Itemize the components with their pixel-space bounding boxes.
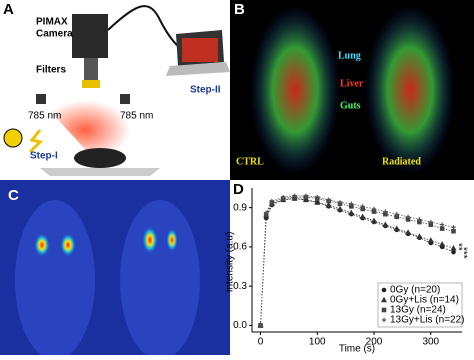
point bbox=[370, 217, 378, 224]
panel-letter: D bbox=[233, 181, 244, 198]
laser bbox=[36, 94, 46, 104]
legend-marker bbox=[381, 317, 387, 323]
point bbox=[263, 210, 269, 216]
label: Step-I bbox=[30, 151, 58, 162]
y-tick-label: 0.6 bbox=[233, 242, 247, 253]
label: 785 nm bbox=[28, 111, 61, 122]
mouse-image bbox=[250, 5, 340, 175]
point bbox=[394, 211, 399, 217]
label: Guts bbox=[340, 100, 361, 111]
label: Step-II bbox=[190, 85, 221, 96]
legend-label: 0Gy (n=20) bbox=[390, 285, 440, 296]
hotspot bbox=[34, 233, 50, 257]
point bbox=[348, 209, 355, 216]
point bbox=[371, 206, 377, 212]
mouse-image bbox=[120, 200, 200, 360]
laser bbox=[120, 94, 130, 104]
mouse-image bbox=[15, 200, 95, 360]
radiation-icon bbox=[3, 128, 23, 148]
label: Camera bbox=[36, 29, 73, 40]
label: Liver bbox=[340, 78, 364, 89]
point bbox=[393, 225, 400, 231]
panel-b: B Lung Liver Guts CTRL Radiated bbox=[230, 0, 474, 180]
platform bbox=[40, 168, 160, 176]
point bbox=[315, 194, 320, 200]
laptop-base bbox=[166, 62, 230, 76]
label: Lung bbox=[338, 50, 361, 61]
point bbox=[336, 205, 344, 212]
x-tick-label: 300 bbox=[422, 337, 439, 348]
point bbox=[349, 201, 354, 206]
point bbox=[450, 244, 457, 251]
annotation: ** bbox=[452, 243, 463, 251]
legend-label: 0Gy+Lis (n=14) bbox=[390, 295, 459, 306]
point bbox=[382, 221, 389, 227]
point bbox=[428, 219, 433, 225]
x-tick-label: 100 bbox=[309, 337, 326, 348]
point bbox=[417, 217, 422, 222]
panel-letter: A bbox=[3, 1, 14, 18]
panel-a: A PIMAX Camera Filters Step-II 785 nm 78… bbox=[0, 0, 230, 180]
hotspot bbox=[166, 228, 178, 252]
legend-box bbox=[377, 282, 463, 328]
point bbox=[314, 199, 321, 205]
point bbox=[405, 229, 412, 235]
point bbox=[337, 200, 343, 205]
mouse bbox=[74, 148, 126, 168]
y-tick-label: 0.3 bbox=[233, 281, 247, 292]
point bbox=[360, 204, 365, 209]
point bbox=[405, 214, 411, 219]
label: 785 nm bbox=[120, 111, 153, 122]
hotspot bbox=[60, 233, 76, 257]
x-tick-label: 0 bbox=[258, 337, 264, 348]
point bbox=[439, 241, 446, 247]
point bbox=[269, 198, 275, 204]
x-axis-label: Time (s) bbox=[339, 344, 375, 355]
legend-marker bbox=[380, 296, 388, 303]
laser-beam bbox=[40, 100, 130, 160]
bolt bbox=[28, 129, 43, 154]
y-tick-label: 0.0 bbox=[233, 320, 247, 331]
label: Filters bbox=[36, 65, 66, 76]
point bbox=[281, 194, 286, 200]
camera bbox=[72, 14, 108, 58]
mouse-image bbox=[365, 5, 455, 175]
label: PIMAX bbox=[36, 17, 68, 28]
legend-marker bbox=[381, 287, 387, 293]
panel-letter: B bbox=[234, 1, 245, 18]
point bbox=[258, 323, 263, 328]
label: Radiated bbox=[382, 156, 421, 167]
point bbox=[451, 225, 456, 230]
point bbox=[325, 201, 332, 208]
x-tick-label: 200 bbox=[366, 337, 383, 348]
point bbox=[427, 237, 434, 243]
hotspot bbox=[142, 226, 158, 254]
point bbox=[451, 249, 456, 255]
y-axis-label: Intensity (a.u) bbox=[225, 232, 236, 293]
annotation: *** bbox=[457, 247, 468, 259]
legend-label: 13Gy+Lis (n=22) bbox=[390, 315, 465, 326]
point bbox=[451, 228, 456, 234]
point bbox=[326, 197, 331, 202]
point bbox=[383, 209, 388, 214]
point bbox=[359, 213, 366, 220]
point bbox=[302, 196, 309, 203]
panel-letter: C bbox=[8, 187, 19, 204]
panel-c: C bbox=[0, 180, 230, 360]
filter bbox=[82, 80, 100, 88]
point bbox=[439, 222, 445, 227]
legend-label: 13Gy (n=24) bbox=[390, 305, 446, 316]
point bbox=[292, 193, 297, 199]
point bbox=[439, 226, 445, 231]
laptop-image bbox=[182, 38, 218, 62]
point bbox=[303, 193, 309, 199]
legend-marker bbox=[381, 307, 387, 313]
point bbox=[416, 233, 423, 239]
y-tick-label: 0.9 bbox=[233, 202, 247, 213]
camera-lens bbox=[84, 58, 98, 80]
label: CTRL bbox=[236, 156, 264, 167]
